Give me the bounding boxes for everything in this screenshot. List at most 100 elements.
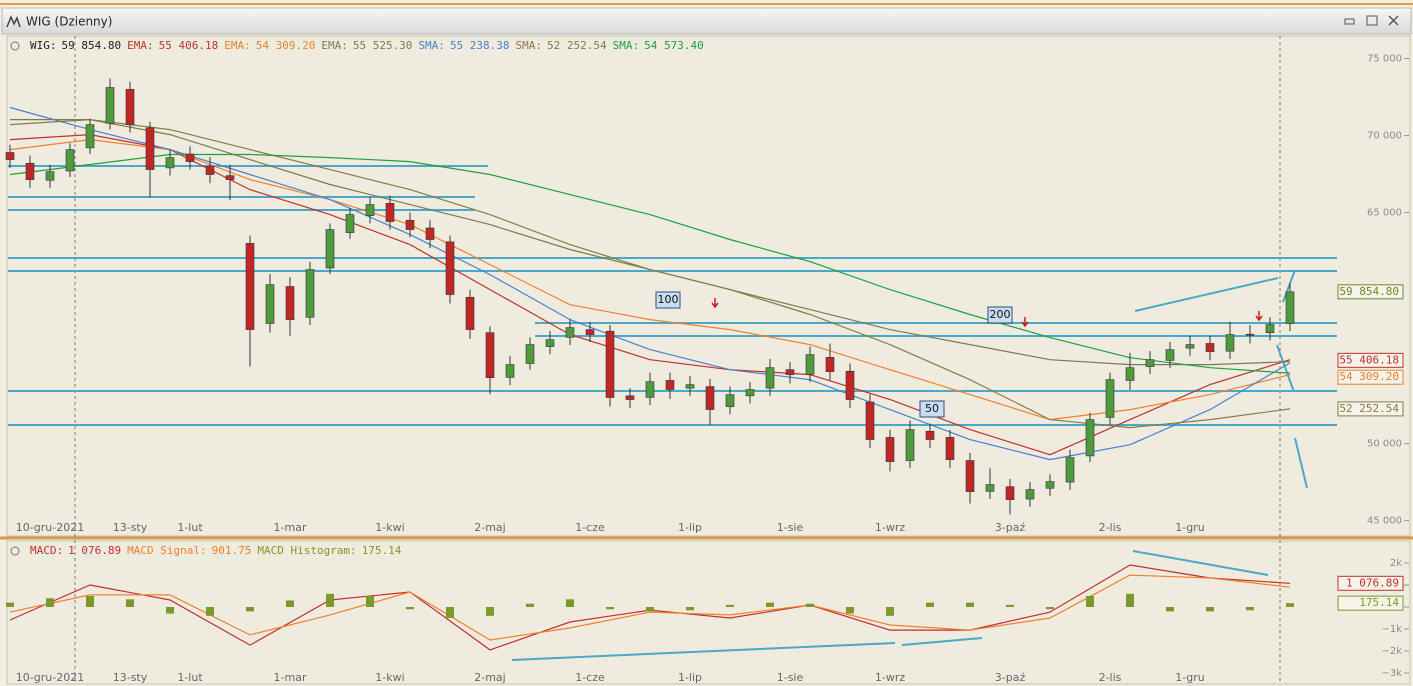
histogram-bar	[1006, 604, 1014, 607]
x-tick-label: 2-lis	[1099, 671, 1122, 684]
price-panel	[6, 35, 1411, 537]
histogram-bar	[766, 602, 774, 607]
x-tick-label: 3-paź	[995, 671, 1026, 684]
candle-body	[985, 484, 995, 492]
y-tick-label: 2k	[1390, 558, 1402, 569]
x-tick-label: 1-lip	[678, 671, 702, 684]
trend-line	[1276, 344, 1295, 393]
legend-value: 54 573.40	[644, 39, 704, 52]
histogram-bar	[646, 607, 654, 612]
candle-body	[505, 364, 515, 378]
candle-body	[1285, 291, 1295, 324]
legend-value: 55 406.18	[159, 39, 219, 52]
x-tick-label: 1-gru	[1175, 671, 1204, 684]
x-tick-label: 1-cze	[575, 521, 605, 534]
candle-body	[765, 367, 775, 389]
minimize-button[interactable]	[1344, 18, 1355, 25]
histogram-bar	[1206, 607, 1214, 612]
y-tick-label: −3k	[1381, 668, 1402, 679]
value-box	[1337, 369, 1404, 385]
histogram-bar	[6, 602, 14, 607]
legend-value: 59 854.80	[62, 39, 122, 52]
trend-line	[1134, 277, 1279, 312]
trend-line	[1282, 269, 1296, 303]
value-box	[1337, 284, 1404, 300]
x-tick-label: 1-wrz	[875, 521, 905, 534]
x-tick-label: 1-gru	[1175, 521, 1204, 534]
legend-name: MACD Histogram:	[257, 544, 356, 557]
x-tick-label: 1-kwi	[375, 671, 404, 684]
candle-body	[325, 229, 335, 269]
candle-body	[365, 204, 375, 216]
candle-body	[1105, 379, 1115, 418]
candle-body	[545, 339, 555, 347]
histogram-bar	[406, 607, 414, 610]
title-icon	[6, 15, 21, 28]
trend-line	[1132, 550, 1269, 576]
candle-body	[1205, 343, 1215, 352]
candle-body	[905, 429, 915, 461]
candle-body	[685, 384, 695, 389]
value-box-label: 59 854.80	[1339, 285, 1399, 298]
histogram-bar	[286, 600, 294, 607]
candle-body	[645, 381, 655, 398]
annotation: 50	[925, 402, 939, 415]
candle-body	[265, 284, 275, 324]
candle-body	[245, 243, 255, 330]
moving-average	[9, 133, 1291, 456]
candle-body	[305, 269, 315, 318]
histogram-bar	[366, 596, 374, 607]
candle-body	[1025, 489, 1035, 500]
trend-line	[901, 637, 983, 646]
histogram-bar	[1246, 607, 1254, 611]
x-tick-label: 10-gru-2021	[16, 521, 84, 534]
histogram-bar	[126, 599, 134, 607]
legend-name: SMA:	[516, 39, 543, 52]
candle-body	[405, 219, 415, 230]
legend-value: 901.75	[212, 544, 252, 557]
y-tick-label: 50 000	[1367, 439, 1402, 450]
macd-line	[9, 574, 1291, 641]
signal-arrow	[711, 298, 719, 309]
candle-body	[125, 89, 135, 125]
histogram-bar	[606, 607, 614, 610]
candle-body	[45, 171, 55, 181]
candle-body	[185, 153, 195, 162]
candle-body	[885, 437, 895, 462]
candle-body	[1225, 334, 1235, 352]
moving-average	[9, 138, 1291, 421]
x-tick-label: 1-lip	[678, 521, 702, 534]
histogram-bar	[206, 607, 214, 616]
candle-body	[65, 149, 75, 172]
drawings	[8, 106, 1337, 661]
close-button[interactable]	[1388, 15, 1399, 26]
annotation-box	[655, 291, 681, 309]
histogram-bar	[446, 607, 454, 618]
legend-name: SMA:	[418, 39, 445, 52]
window-title: WIG (Dzienny)	[26, 15, 112, 29]
value-box	[1337, 575, 1404, 591]
histogram-bar	[686, 607, 694, 611]
legend-value: 55 525.30	[353, 39, 413, 52]
candle-body	[805, 354, 815, 375]
candle-body	[945, 437, 955, 460]
x-tick-label: 1-lut	[177, 671, 203, 684]
candle-body	[625, 395, 635, 400]
candle-body	[1045, 481, 1055, 489]
candle-body	[785, 369, 795, 375]
x-tick-label: 1-cze	[575, 671, 605, 684]
histogram-bar	[566, 599, 574, 607]
signal-arrow	[1021, 317, 1029, 328]
x-tick-label: 13-sty	[113, 521, 148, 534]
value-box-label: 54 309.20	[1339, 370, 1399, 383]
x-tick-label: 1-mar	[274, 521, 307, 534]
candle-body	[345, 214, 355, 233]
restore-button[interactable]	[1366, 15, 1378, 26]
histogram-bar	[486, 607, 494, 616]
candle-body	[445, 241, 455, 295]
candle-body	[385, 203, 395, 222]
candle-body	[1165, 349, 1175, 361]
candle-body	[1185, 344, 1195, 349]
legend-name: EMA:	[321, 39, 348, 52]
legend-name: MACD Signal:	[127, 544, 206, 557]
